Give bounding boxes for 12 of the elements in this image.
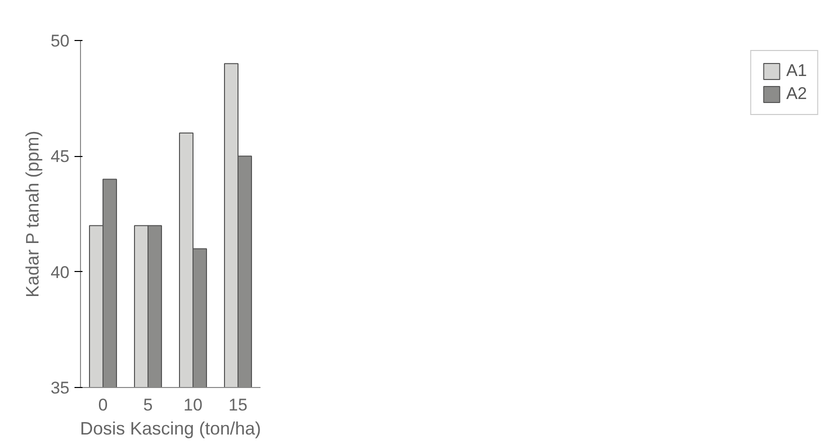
legend-label: A2	[786, 84, 807, 104]
x-tick-label: 10	[184, 396, 202, 414]
y-tick-label: 35	[50, 378, 70, 398]
x-tick-label: 5	[143, 396, 153, 414]
y-tick-label: 40	[50, 262, 70, 282]
x-axis-title: Dosis Kascing (ton/ha)	[80, 418, 262, 438]
y-axis-title: Kadar P tanah (ppm)	[22, 130, 43, 298]
x-tick-label: 15	[228, 396, 248, 414]
legend-label: A1	[786, 61, 807, 81]
y-tick-label: 45	[50, 147, 70, 166]
y-tick-label: 50	[50, 32, 70, 50]
x-tick-label: 0	[98, 396, 108, 414]
